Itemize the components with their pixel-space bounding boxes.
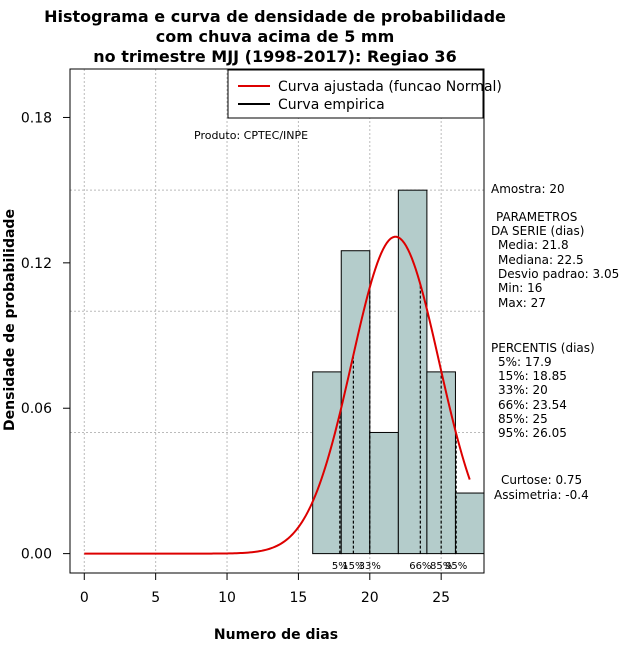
chart-title-line-1: Histograma e curva de densidade de proba…	[44, 7, 506, 26]
percentile-label: 85%	[430, 561, 452, 572]
histogram-bars	[312, 189, 485, 555]
y-tick-label: 0.12	[21, 256, 52, 272]
y-axis-label: Densidade de probabilidade	[2, 209, 18, 431]
percentile-labels: 5%15%33% 66%85%95%	[332, 561, 467, 572]
x-tick-label: 10	[218, 590, 236, 606]
x-tick-label: 25	[432, 590, 450, 606]
y-tick-label: 0.00	[21, 547, 52, 563]
histogram-bar	[340, 250, 371, 555]
percentil-5: 5%: 17.9	[498, 355, 552, 369]
param-median: Mediana: 22.5	[498, 253, 584, 267]
sample-size: Amostra: 20	[491, 182, 565, 196]
fitted-normal-curve	[84, 235, 471, 555]
percentile-label: 66%	[409, 561, 431, 572]
param-sd: Desvio padrao: 3.05	[498, 267, 619, 281]
params-title-2: DA SERIE (dias)	[491, 224, 584, 238]
param-max: Max: 27	[498, 296, 546, 310]
y-tick-label: 0.06	[21, 401, 52, 417]
x-tick-label: 5	[151, 590, 160, 606]
x-axis: 0 5 10 15 20 25	[80, 572, 450, 606]
x-tick-label: 20	[361, 590, 379, 606]
percentile-label: 15%	[342, 561, 364, 572]
legend-box	[227, 69, 484, 119]
percentil-85: 85%: 25	[498, 412, 548, 426]
percentile-lines	[339, 284, 457, 554]
param-min: Min: 16	[498, 281, 542, 295]
percentil-15: 15%: 18.85	[498, 369, 567, 383]
x-tick-label: 0	[80, 590, 89, 606]
percentile-label: 95%	[445, 561, 467, 572]
product-note: Produto: CPTEC/INPE	[194, 129, 308, 142]
percentile-label: 5%	[332, 561, 348, 572]
percentil-66: 66%: 23.54	[498, 398, 567, 412]
params-title-1: PARAMETROS	[496, 210, 577, 224]
x-tick-label: 15	[289, 590, 307, 606]
percentil-33: 33%: 20	[498, 383, 548, 397]
x-axis-label: Numero de dias	[214, 627, 338, 643]
chart-title-line-2: com chuva acima de 5 mm	[156, 27, 395, 46]
legend-label-empirical: Curva empirica	[278, 97, 385, 113]
histogram-bar	[397, 189, 428, 555]
param-mean: Media: 21.8	[498, 238, 569, 252]
chart-title-line-3: no trimestre MJJ (1998-2017): Regiao 36	[93, 47, 456, 66]
histogram-bar	[454, 492, 485, 555]
legend-label-fitted: Curva ajustada (funcao Normal)	[278, 79, 502, 95]
skewness: Assimetria: -0.4	[494, 488, 589, 502]
percentis-title: PERCENTIS (dias)	[491, 341, 595, 355]
percentile-label: 33%	[359, 561, 381, 572]
statistics-panel: Amostra: 20 PARAMETROS DA SERIE (dias) M…	[491, 182, 619, 502]
y-axis: 0.00 0.06 0.12 0.18	[21, 110, 70, 563]
histogram-bar	[369, 431, 399, 555]
legend: Curva ajustada (funcao Normal) Curva emp…	[227, 69, 502, 119]
y-tick-label: 0.18	[21, 110, 52, 126]
kurtosis: Curtose: 0.75	[501, 473, 582, 487]
percentil-95: 95%: 26.05	[498, 426, 567, 440]
